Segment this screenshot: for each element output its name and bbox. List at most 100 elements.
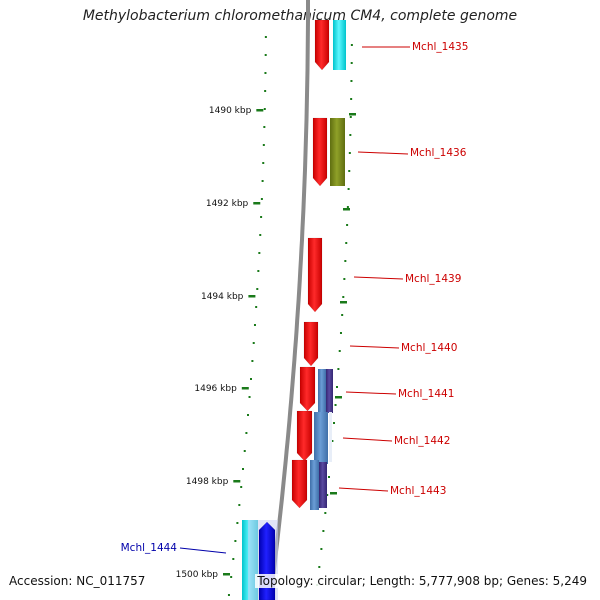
tick-label: 1496 kbp bbox=[194, 384, 237, 394]
ruler-dot bbox=[263, 126, 266, 128]
ruler-dot bbox=[342, 296, 345, 298]
gene-leader-line bbox=[345, 391, 397, 395]
gene-leader-line bbox=[353, 276, 404, 280]
ruler-dot bbox=[238, 504, 241, 506]
ruler-dot bbox=[256, 288, 259, 290]
gene-label: Mchl_1435 bbox=[412, 41, 468, 53]
ruler-dot bbox=[344, 260, 347, 262]
gene-arrow bbox=[303, 321, 319, 367]
ruler-dot bbox=[345, 242, 348, 244]
ruler-dot bbox=[334, 404, 337, 406]
map-title: Methylobacterium chloromethanicum CM4, c… bbox=[82, 8, 518, 24]
backbone-line bbox=[268, 0, 310, 600]
gene-arrow bbox=[307, 237, 323, 313]
tick-label: 1490 kbp bbox=[209, 106, 252, 116]
gene-arrow bbox=[312, 117, 328, 187]
ruler-dot bbox=[350, 80, 353, 82]
tick-mark bbox=[233, 480, 241, 483]
strand-tick bbox=[340, 301, 347, 304]
ruler-dot bbox=[322, 530, 325, 532]
ruler-dot bbox=[326, 494, 329, 496]
tick-label: 1498 kbp bbox=[186, 477, 229, 487]
ruler-dot bbox=[257, 270, 260, 272]
ruler-dot bbox=[348, 152, 351, 154]
ruler-dot bbox=[348, 170, 351, 172]
tick-label: 1494 kbp bbox=[201, 292, 244, 302]
ruler-dot bbox=[349, 116, 352, 118]
ruler-dot bbox=[253, 324, 256, 326]
ruler-dot bbox=[240, 486, 243, 488]
ruler-dot bbox=[249, 378, 252, 380]
gene-block-cyan bbox=[333, 20, 346, 70]
gene-arrow bbox=[296, 410, 313, 462]
ruler-dot bbox=[337, 368, 340, 370]
ruler-dot bbox=[320, 548, 323, 550]
ruler-dot bbox=[262, 144, 265, 146]
tick-mark bbox=[256, 109, 264, 112]
ruler-dot bbox=[245, 432, 248, 434]
ruler-dot bbox=[260, 198, 263, 200]
ruler-dot bbox=[260, 216, 263, 218]
ruler-dot bbox=[264, 36, 267, 38]
tick-label: 1492 kbp bbox=[206, 199, 249, 209]
gene-label: Mchl_1444 bbox=[121, 542, 178, 554]
ruler-dot bbox=[347, 188, 350, 190]
topology-label: Topology: circular; Length: 5,777,908 bp… bbox=[255, 574, 589, 588]
ruler-dot bbox=[243, 450, 246, 452]
tick-mark bbox=[223, 573, 231, 576]
strand-tick bbox=[349, 113, 356, 116]
gene-label: Mchl_1439 bbox=[405, 273, 461, 285]
strand-tick bbox=[335, 396, 342, 399]
gene-leader-line bbox=[179, 547, 227, 554]
ruler-dot bbox=[339, 332, 342, 334]
ruler-dot bbox=[234, 540, 237, 542]
ruler-dot bbox=[264, 90, 267, 92]
tick-mark bbox=[253, 202, 261, 205]
gene-block-purple bbox=[326, 369, 333, 413]
ruler-dot bbox=[262, 162, 265, 164]
gene-arrow bbox=[314, 19, 330, 71]
ruler-dot bbox=[328, 476, 331, 478]
accession-label: Accession: NC_011757 bbox=[9, 574, 146, 588]
ruler-dot bbox=[263, 108, 266, 110]
gene-block-purple bbox=[319, 462, 327, 508]
ruler-dot bbox=[227, 594, 230, 596]
gene-leader-line bbox=[338, 487, 389, 492]
ruler-dot bbox=[346, 224, 349, 226]
gene-arrow bbox=[299, 366, 316, 412]
ruler-dot bbox=[248, 396, 251, 398]
gene-arrow-reverse bbox=[258, 521, 276, 600]
ruler-dot bbox=[350, 62, 353, 64]
ruler-dot bbox=[258, 252, 261, 254]
ruler-dot bbox=[324, 512, 327, 514]
gene-label: Mchl_1442 bbox=[394, 435, 450, 447]
ruler-dot bbox=[350, 44, 353, 46]
gene-label: Mchl_1443 bbox=[390, 485, 446, 497]
gene-block-steel bbox=[310, 460, 319, 510]
ruler-dot bbox=[242, 468, 245, 470]
ruler-dot bbox=[338, 350, 341, 352]
ruler-dot bbox=[232, 558, 235, 560]
ruler-dot bbox=[230, 576, 233, 578]
tick-mark bbox=[241, 387, 249, 390]
ruler-dot bbox=[251, 360, 254, 362]
ruler-dot bbox=[236, 522, 239, 524]
ruler-dot bbox=[331, 440, 334, 442]
ruler-dot bbox=[261, 180, 264, 182]
ruler-dot bbox=[252, 342, 255, 344]
ruler-dot bbox=[259, 234, 262, 236]
ruler-dot bbox=[335, 386, 338, 388]
ruler-dot bbox=[264, 72, 267, 74]
strand-tick bbox=[330, 492, 337, 495]
ruler-dot bbox=[350, 98, 353, 100]
ruler-dot bbox=[255, 306, 258, 308]
tick-mark bbox=[248, 295, 256, 298]
ruler-dot bbox=[247, 414, 250, 416]
gene-leader-line bbox=[342, 437, 393, 442]
tick-label: 1500 kbp bbox=[176, 570, 219, 580]
strand-tick bbox=[343, 208, 350, 211]
ruler-dot bbox=[349, 134, 352, 136]
gene-label: Mchl_1436 bbox=[410, 147, 467, 159]
